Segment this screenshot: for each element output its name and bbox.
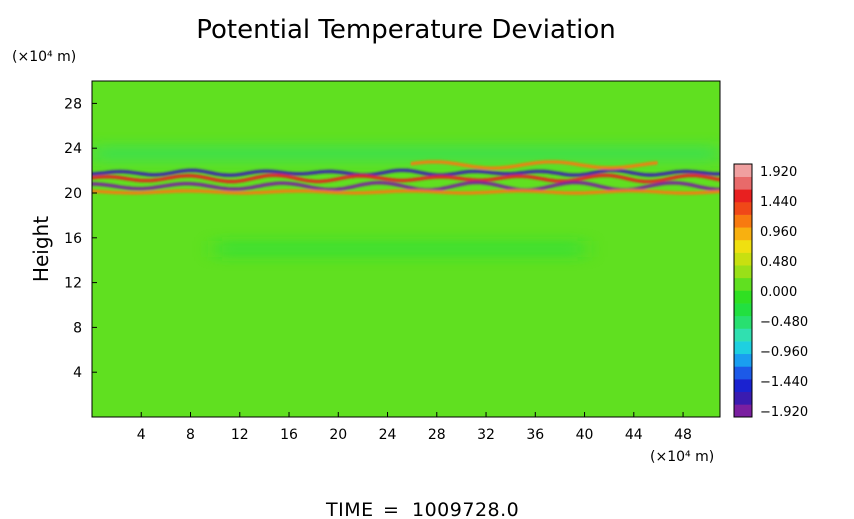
colorbar-label: 0.000 bbox=[760, 285, 797, 300]
colorbar-label: −1.920 bbox=[760, 405, 808, 420]
x-tick-label: 32 bbox=[477, 427, 495, 443]
y-tick-label: 24 bbox=[64, 141, 82, 157]
y-tick-label: 20 bbox=[64, 186, 82, 202]
time-equals: = bbox=[383, 499, 399, 519]
colorbar-cell bbox=[734, 189, 752, 203]
colorbar-cell bbox=[734, 315, 752, 329]
soft-structure bbox=[92, 145, 720, 162]
y-axis-unit: (×10⁴ m) bbox=[12, 49, 76, 65]
perturbation-band bbox=[92, 189, 720, 195]
colorbar-cell bbox=[734, 328, 752, 342]
chart-title: Potential Temperature Deviation bbox=[196, 15, 616, 45]
colorbar-cell bbox=[734, 366, 752, 380]
x-axis-unit: (×10⁴ m) bbox=[650, 449, 714, 465]
x-tick-label: 24 bbox=[379, 427, 397, 443]
y-tick-label: 8 bbox=[73, 320, 82, 336]
colorbar-label: 1.920 bbox=[760, 165, 797, 180]
colorbar-cell bbox=[734, 353, 752, 367]
x-tick-label: 28 bbox=[428, 427, 446, 443]
perturbation-band bbox=[410, 160, 658, 170]
y-tick-label: 28 bbox=[64, 96, 82, 112]
x-tick-label: 12 bbox=[231, 427, 249, 443]
perturbation-band bbox=[92, 180, 720, 192]
perturbation-band bbox=[92, 173, 720, 184]
time-label: TIME bbox=[325, 499, 374, 519]
x-tick-label: 16 bbox=[280, 427, 298, 443]
y-tick-label: 12 bbox=[64, 276, 82, 292]
colorbar-label: 1.440 bbox=[760, 195, 797, 210]
colorbar-cell bbox=[734, 391, 752, 405]
colorbar-frame bbox=[733, 163, 753, 418]
y-tick-label: 16 bbox=[64, 231, 82, 247]
colorbar-cell bbox=[734, 176, 752, 190]
colorbar-cell bbox=[734, 404, 752, 418]
y-axis-ticks: 4 8 12 16 20 24 28 bbox=[64, 96, 97, 381]
colorbar-cell bbox=[734, 239, 752, 253]
colorbar-cell bbox=[734, 290, 752, 304]
x-tick-label: 4 bbox=[137, 427, 146, 443]
perturbation-band bbox=[92, 168, 720, 177]
colorbar-cell bbox=[734, 164, 752, 177]
y-axis-label: Height bbox=[29, 216, 53, 282]
colorbar-cell bbox=[734, 201, 752, 215]
plot-frame bbox=[91, 80, 721, 418]
colorbar-label: −0.960 bbox=[760, 345, 808, 360]
colorbar-labels: 1.920 1.440 0.960 0.480 0.000 −0.480 −0.960 −1.… bbox=[760, 165, 808, 420]
x-axis-ticks: 4 8 12 16 20 24 28 32 36 40 44 48 bbox=[137, 412, 692, 443]
colorbar-cell bbox=[734, 214, 752, 228]
colorbar-cell bbox=[734, 265, 752, 279]
colorbar bbox=[733, 163, 753, 418]
y-tick-label: 4 bbox=[73, 365, 82, 381]
colorbar-label: −0.480 bbox=[760, 315, 808, 330]
colorbar-cell bbox=[734, 252, 752, 266]
time-value: 1009728.0 bbox=[412, 499, 519, 519]
x-tick-label: 48 bbox=[674, 427, 692, 443]
x-tick-label: 20 bbox=[329, 427, 347, 443]
x-tick-label: 40 bbox=[576, 427, 594, 443]
colorbar-label: −1.440 bbox=[760, 375, 808, 390]
x-tick-label: 44 bbox=[625, 427, 643, 443]
colorbar-label: 0.960 bbox=[760, 225, 797, 240]
x-tick-label: 8 bbox=[186, 427, 195, 443]
colorbar-cell bbox=[734, 227, 752, 241]
x-tick-label: 36 bbox=[526, 427, 544, 443]
colorbar-cell bbox=[734, 379, 752, 392]
colorbar-cell bbox=[734, 303, 752, 317]
soft-structure bbox=[215, 241, 585, 257]
perturbation-bands bbox=[92, 160, 720, 195]
colorbar-cell bbox=[734, 341, 752, 355]
colorbar-cell bbox=[734, 277, 752, 291]
colorbar-label: 0.480 bbox=[760, 255, 797, 270]
soft-structures bbox=[92, 145, 720, 257]
plot-area bbox=[92, 81, 720, 417]
